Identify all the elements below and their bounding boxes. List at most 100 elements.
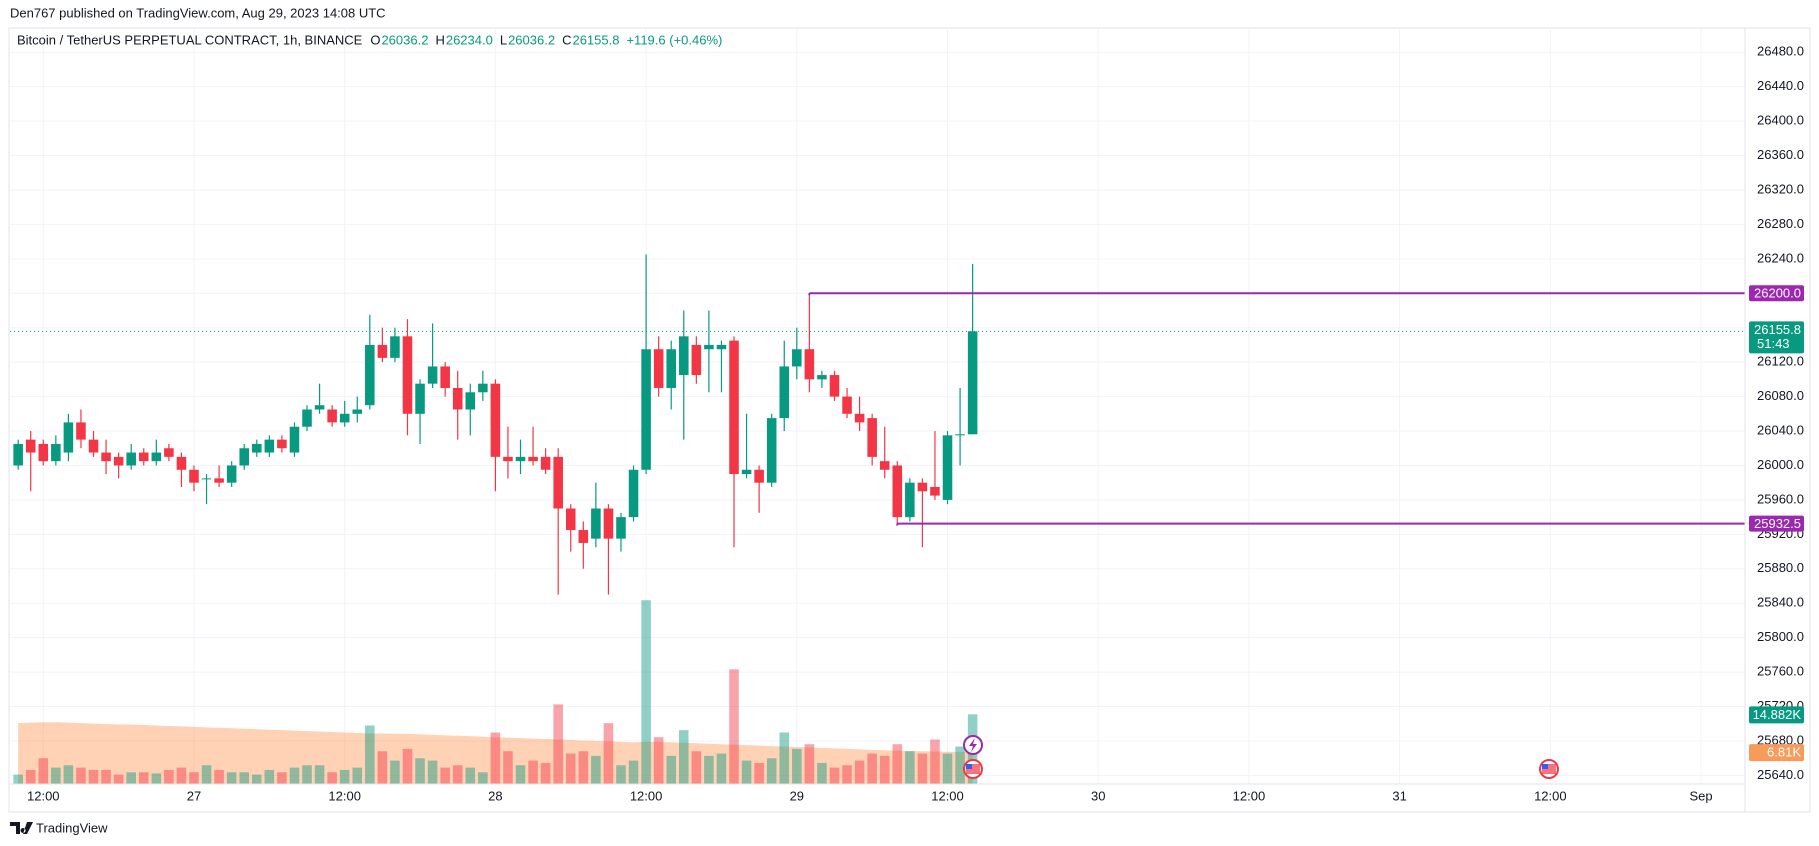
volume-bar bbox=[641, 600, 651, 784]
volume-bar bbox=[226, 772, 237, 784]
candles bbox=[13, 254, 978, 595]
candle-body bbox=[452, 387, 463, 410]
candle-body bbox=[503, 456, 513, 462]
candle-body bbox=[51, 443, 61, 462]
y-tick-label: 26400.0 bbox=[1757, 113, 1804, 128]
volume-bar bbox=[741, 760, 752, 784]
candle-body bbox=[327, 409, 337, 423]
volume-bar bbox=[578, 751, 589, 784]
candle-body bbox=[76, 422, 86, 440]
volume-bar bbox=[63, 765, 74, 784]
volume-bar bbox=[415, 758, 425, 784]
candle-body bbox=[38, 443, 49, 462]
volume-ma-badge bbox=[1749, 744, 1804, 762]
legend-value: 26036.2 bbox=[381, 32, 428, 47]
candle-body bbox=[917, 482, 928, 492]
volume-bar bbox=[515, 765, 526, 784]
y-tick-label: 26360.0 bbox=[1757, 147, 1804, 162]
volume-bar bbox=[440, 767, 450, 784]
candle-body bbox=[289, 426, 300, 453]
candle-body bbox=[867, 418, 877, 457]
candle-body bbox=[164, 448, 174, 457]
volume-bar bbox=[264, 769, 275, 784]
volume-bar bbox=[716, 753, 727, 784]
volume-bar bbox=[779, 732, 790, 784]
volume-bar bbox=[138, 772, 149, 784]
candle-body bbox=[339, 413, 350, 423]
y-tick-label: 25800.0 bbox=[1757, 629, 1804, 644]
volume-bar bbox=[51, 767, 61, 784]
candle-body bbox=[779, 366, 790, 419]
candle-body bbox=[490, 383, 501, 457]
x-tick-label: 12:00 bbox=[328, 788, 361, 803]
candle-body bbox=[63, 422, 74, 453]
candle-body bbox=[578, 530, 589, 543]
volume-pane bbox=[13, 600, 978, 784]
candle-body bbox=[528, 456, 538, 462]
event-icon bbox=[969, 738, 977, 752]
candle-body bbox=[616, 517, 626, 539]
legend-value: 26036.2 bbox=[508, 32, 555, 47]
volume-bar bbox=[402, 748, 413, 784]
volume-bar bbox=[754, 762, 764, 784]
y-tick-label: 26000.0 bbox=[1757, 457, 1804, 472]
volume-bar bbox=[88, 769, 99, 784]
candle-body bbox=[704, 344, 714, 350]
level-badge bbox=[1749, 515, 1804, 532]
candle-body bbox=[239, 448, 249, 466]
candle-body bbox=[277, 439, 287, 449]
candle-body bbox=[540, 456, 551, 470]
volume-bar bbox=[766, 758, 777, 784]
x-tick-label: 12:00 bbox=[27, 788, 60, 803]
volume-bar bbox=[591, 755, 601, 784]
legend-key: L bbox=[500, 32, 507, 47]
volume-bar bbox=[13, 774, 23, 784]
candle-body bbox=[390, 336, 400, 358]
logo-mark bbox=[10, 822, 33, 834]
volume-bar bbox=[616, 765, 626, 784]
volume-bar bbox=[76, 767, 86, 784]
volume-bar bbox=[452, 765, 463, 784]
legend-change: +119.6 (+0.46%) bbox=[626, 32, 722, 47]
volume-bar bbox=[666, 755, 676, 784]
y-tick-label: 26280.0 bbox=[1757, 216, 1804, 231]
volume-bar bbox=[679, 730, 689, 784]
volume-bar bbox=[252, 774, 262, 784]
symbol-title: Bitcoin / TetherUS PERPETUAL CONTRACT, 1… bbox=[17, 32, 363, 47]
candle-body bbox=[942, 435, 953, 500]
volume-bar bbox=[151, 773, 162, 784]
volume-ma-area bbox=[18, 722, 973, 784]
y-tick-label: 26120.0 bbox=[1757, 354, 1804, 369]
volume-bar bbox=[164, 769, 174, 784]
y-tick-label: 26080.0 bbox=[1757, 388, 1804, 403]
candle-body bbox=[666, 349, 676, 388]
candle-body bbox=[189, 469, 199, 483]
volume-bar bbox=[804, 744, 815, 784]
x-tick-label: 29 bbox=[790, 788, 804, 803]
candle-body bbox=[365, 344, 375, 406]
x-tick-label: 12:00 bbox=[1534, 788, 1567, 803]
candle-body bbox=[653, 349, 664, 388]
x-tick-label: 30 bbox=[1091, 788, 1105, 803]
event-icon bbox=[1542, 764, 1556, 774]
candle-body bbox=[641, 349, 651, 470]
candle-body bbox=[201, 478, 212, 480]
candle-body bbox=[628, 469, 639, 518]
candle-body bbox=[905, 482, 915, 518]
volume-bar bbox=[540, 762, 551, 784]
candle-body bbox=[804, 349, 815, 380]
x-tick-label: 31 bbox=[1392, 788, 1406, 803]
candle-body bbox=[591, 508, 601, 539]
volume-label: 14.882K bbox=[1753, 707, 1802, 722]
volume-bar bbox=[879, 755, 890, 784]
candle-body bbox=[829, 375, 840, 397]
volume-bar bbox=[792, 748, 802, 784]
volume-bar bbox=[691, 751, 702, 784]
candle-body bbox=[741, 469, 752, 475]
axes: 25640.025680.025720.025760.025800.025840… bbox=[27, 44, 1804, 803]
legend-value: 26234.0 bbox=[446, 32, 493, 47]
candle-body bbox=[252, 443, 262, 453]
candle-body bbox=[113, 456, 124, 466]
volume-bar bbox=[528, 760, 538, 784]
volume-bar bbox=[628, 760, 639, 784]
